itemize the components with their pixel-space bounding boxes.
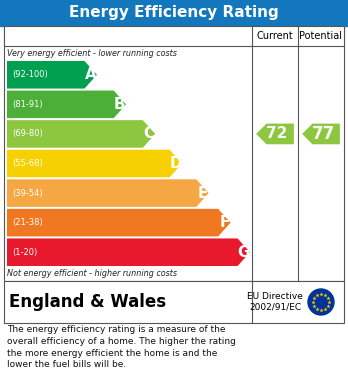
Text: EU Directive
2002/91/EC: EU Directive 2002/91/EC — [247, 292, 303, 312]
Text: 77: 77 — [311, 125, 335, 143]
Polygon shape — [7, 150, 182, 177]
Text: Very energy efficient - lower running costs: Very energy efficient - lower running co… — [7, 48, 177, 57]
Polygon shape — [7, 179, 209, 207]
Polygon shape — [7, 209, 231, 237]
Text: England & Wales: England & Wales — [9, 293, 166, 311]
Polygon shape — [7, 91, 126, 118]
Text: C: C — [143, 126, 155, 142]
Bar — [0, 0, 348, 26]
Text: E: E — [197, 186, 208, 201]
Bar — [4, 281, 344, 323]
Polygon shape — [256, 124, 294, 144]
Text: (92-100): (92-100) — [12, 70, 48, 79]
Polygon shape — [7, 120, 155, 148]
Text: 72: 72 — [266, 126, 288, 142]
Text: (1-20): (1-20) — [12, 248, 37, 257]
Text: (39-54): (39-54) — [12, 188, 42, 197]
Circle shape — [308, 289, 334, 315]
Text: Not energy efficient - higher running costs: Not energy efficient - higher running co… — [7, 269, 177, 278]
Text: G: G — [238, 245, 250, 260]
Text: D: D — [169, 156, 182, 171]
Bar — [4, 26, 344, 46]
Text: F: F — [219, 215, 230, 230]
Text: B: B — [114, 97, 126, 112]
Text: Potential: Potential — [300, 31, 342, 41]
Text: (69-80): (69-80) — [12, 129, 43, 138]
Text: A: A — [85, 67, 97, 82]
Text: The energy efficiency rating is a measure of the
overall efficiency of a home. T: The energy efficiency rating is a measur… — [7, 325, 236, 369]
Text: (81-91): (81-91) — [12, 100, 42, 109]
Text: Current: Current — [256, 31, 293, 41]
Text: Energy Efficiency Rating: Energy Efficiency Rating — [69, 5, 279, 20]
Bar — [4, 26, 344, 281]
Polygon shape — [7, 239, 250, 266]
Text: (55-68): (55-68) — [12, 159, 43, 168]
Polygon shape — [302, 124, 340, 144]
Polygon shape — [7, 61, 97, 89]
Text: (21-38): (21-38) — [12, 218, 43, 227]
